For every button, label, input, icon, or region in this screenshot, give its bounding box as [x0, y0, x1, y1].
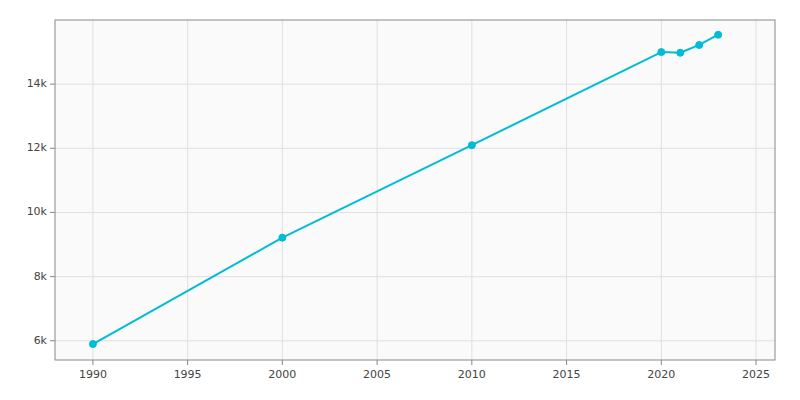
x-tick: [377, 360, 378, 365]
page: {"chart_data": {"type": "line", "x": [19…: [0, 0, 800, 400]
x-grid-line: [282, 20, 283, 360]
marker: [658, 49, 665, 56]
x-tick: [92, 360, 93, 365]
y-tick: [50, 276, 55, 277]
marker: [696, 41, 703, 48]
x-tick-label: 2010: [458, 368, 486, 381]
marker: [677, 49, 684, 56]
marker: [715, 31, 722, 38]
x-tick-label: 2020: [647, 368, 675, 381]
y-grid-line: [55, 148, 775, 149]
x-grid-line: [756, 20, 757, 360]
plot-frame: [55, 20, 775, 360]
y-grid-line: [55, 276, 775, 277]
y-grid-line: [55, 84, 775, 85]
y-tick-label: 10k: [27, 205, 48, 218]
x-tick-label: 1995: [174, 368, 202, 381]
x-tick: [187, 360, 188, 365]
marker: [279, 234, 286, 241]
y-tick-label: 14k: [27, 77, 48, 90]
y-grid-line: [55, 340, 775, 341]
x-tick-label: 2025: [742, 368, 770, 381]
y-tick: [50, 148, 55, 149]
x-grid-line: [566, 20, 567, 360]
y-tick-label: 12k: [27, 141, 48, 154]
x-tick: [566, 360, 567, 365]
x-tick-label: 1990: [79, 368, 107, 381]
x-tick: [471, 360, 472, 365]
marker: [468, 142, 475, 149]
x-tick-label: 2015: [553, 368, 581, 381]
x-tick: [756, 360, 757, 365]
plot-background: [55, 20, 775, 360]
x-grid-line: [471, 20, 472, 360]
y-tick-label: 8k: [34, 270, 48, 283]
y-tick: [50, 340, 55, 341]
x-grid-line: [187, 20, 188, 360]
line: [93, 35, 718, 344]
chart-container: 6k 8k 10k 12k 14k 1990 1995 2000 2005 2010 2015 202…: [0, 0, 800, 400]
axes: 6k 8k 10k 12k 14k 1990 1995 2000 2005 2010 2015 202…: [27, 20, 775, 381]
x-grid-line: [377, 20, 378, 360]
y-grid-line: [55, 212, 775, 213]
y-tick: [50, 84, 55, 85]
x-grid-line: [92, 20, 93, 360]
marker: [89, 341, 96, 348]
x-tick: [282, 360, 283, 365]
x-tick-label: 2000: [268, 368, 296, 381]
x-tick-label: 2005: [363, 368, 391, 381]
x-grid-line: [661, 20, 662, 360]
y-tick-label: 6k: [34, 334, 48, 347]
x-tick: [661, 360, 662, 365]
data-layer: [89, 31, 721, 347]
chart-svg: 6k 8k 10k 12k 14k 1990 1995 2000 2005 2010 2015 202…: [0, 0, 800, 400]
y-tick: [50, 212, 55, 213]
grid: [55, 20, 775, 360]
